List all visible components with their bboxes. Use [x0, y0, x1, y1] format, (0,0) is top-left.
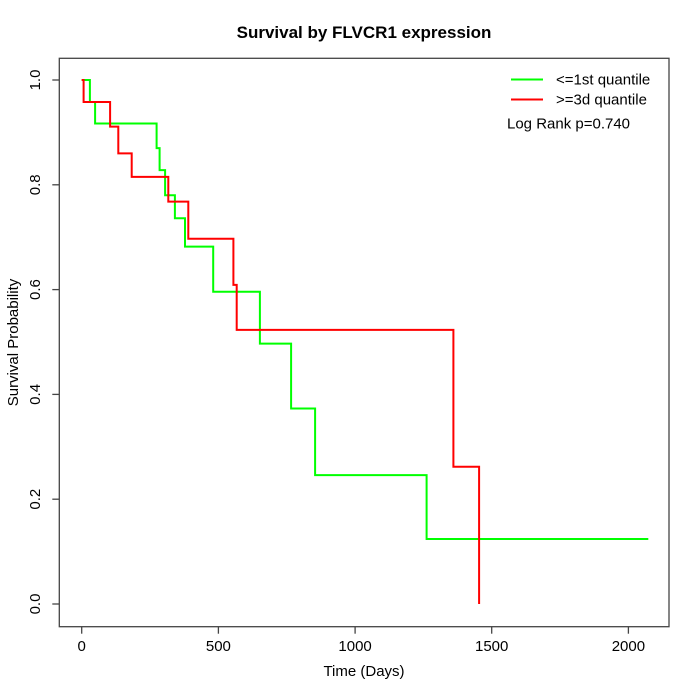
x-axis-labels: 0 500 1000 1500 2000 — [78, 638, 646, 655]
legend-label-low: <=1st quantile — [556, 72, 650, 89]
x-tick-label: 2000 — [612, 638, 645, 655]
y-tick-label: 1.0 — [27, 70, 44, 91]
km-curve-low-expression — [81, 79, 649, 540]
plot-border — [58, 57, 670, 628]
y-axis-ticks — [52, 79, 60, 605]
x-axis-title: Time (Days) — [323, 663, 404, 680]
chart-title: Survival by FLVCR1 expression — [237, 23, 492, 42]
y-tick-label: 0.2 — [27, 489, 44, 510]
y-axis-title: Survival Probability — [5, 278, 22, 406]
legend-label-high: >=3d quantile — [556, 92, 647, 109]
x-tick-label: 0 — [78, 638, 86, 655]
survival-curves — [81, 79, 649, 604]
x-axis-ticks — [81, 626, 630, 634]
y-tick-label: 0.4 — [27, 384, 44, 405]
x-tick-label: 500 — [206, 638, 231, 655]
legend: <=1st quantile >=3d quantile Log Rank p=… — [507, 72, 650, 133]
x-tick-label: 1000 — [338, 638, 371, 655]
y-tick-label: 0.6 — [27, 279, 44, 300]
y-tick-label: 0.0 — [27, 594, 44, 615]
km-curve-high-expression — [81, 79, 481, 604]
logrank-annotation: Log Rank p=0.740 — [507, 116, 630, 133]
x-tick-label: 1500 — [475, 638, 508, 655]
y-tick-label: 0.8 — [27, 174, 44, 195]
y-axis-labels: 0.0 0.2 0.4 0.6 0.8 1.0 — [27, 70, 44, 615]
